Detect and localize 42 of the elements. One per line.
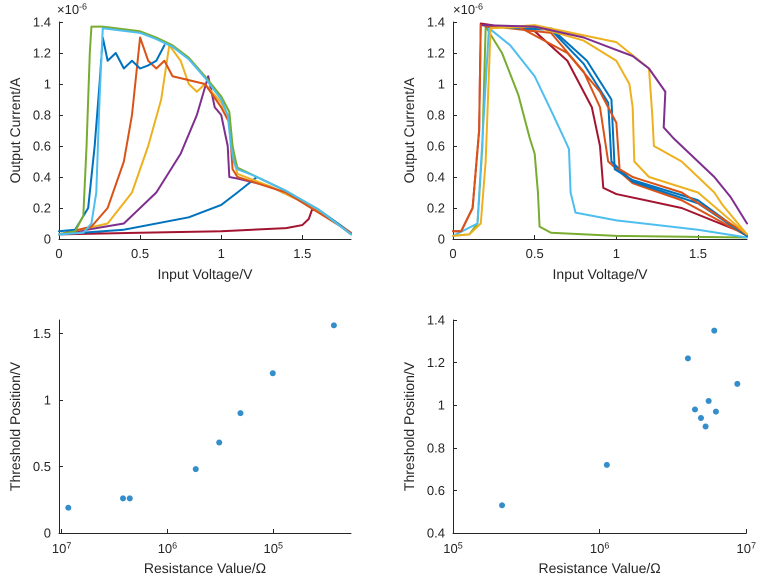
x-tick-label: 1.5 <box>688 246 708 261</box>
y-tick-label: 0.2 <box>32 200 51 216</box>
y-tick-label: 0.4 <box>32 170 51 184</box>
y-tick-label: 1.2 <box>426 46 445 60</box>
y-axis-title: Output Current/A <box>7 76 23 184</box>
x-axis-title: Input Voltage/V <box>158 266 254 282</box>
y-tick-label: 0.4 <box>426 526 445 540</box>
y-tick-label: 0.4 <box>426 170 445 184</box>
x-axis-title: Input Voltage/V <box>552 266 648 282</box>
x-tick-label: 0 <box>449 246 457 261</box>
x-tick-label: 0.5 <box>526 246 544 261</box>
y-axis-title: Threshold Position/V <box>7 361 23 492</box>
y-tick-label: 0.8 <box>426 108 445 122</box>
y-tick-label: 1.5 <box>32 326 51 341</box>
x-tick-label: 1.5 <box>293 246 312 261</box>
x-axis-title: Resistance Value/Ω <box>144 560 266 576</box>
y-tick-label: 0.6 <box>32 138 51 154</box>
y-tick-label: 1.4 <box>426 14 445 30</box>
x-tick-label: 1 <box>218 246 225 261</box>
y-tick-label: 1.2 <box>426 355 445 370</box>
y-tick-label: 1 <box>438 398 445 413</box>
x-axis-title: Resistance Value/Ω <box>538 560 661 576</box>
y-tick-label: 0.8 <box>426 440 445 456</box>
y-tick-label: 0 <box>438 232 445 246</box>
y-tick-label: 1.2 <box>32 46 51 60</box>
y-tick-label: 0.2 <box>426 200 445 216</box>
x-tick-label: 0 <box>55 246 63 261</box>
x-tick-label: 1 <box>612 246 620 261</box>
y-tick-label: 0.8 <box>32 108 51 122</box>
y-axis-title: Output Current/A <box>401 76 418 184</box>
y-axis-title: Threshold Position/V <box>401 361 418 492</box>
y-tick-label: 1.4 <box>426 312 445 328</box>
y-tick-label: 0.6 <box>426 482 445 498</box>
y-tick-label: 0 <box>44 526 51 540</box>
y-tick-label: 0 <box>44 232 51 246</box>
y-tick-label: 1 <box>438 76 445 92</box>
y-tick-label: 1.4 <box>32 14 51 30</box>
y-tick-label: 0.6 <box>426 138 445 154</box>
y-tick-label: 0.5 <box>32 458 51 474</box>
y-tick-label: 1 <box>44 76 51 92</box>
y-tick-label: 1 <box>44 392 51 408</box>
x-tick-label: 0.5 <box>131 246 150 261</box>
